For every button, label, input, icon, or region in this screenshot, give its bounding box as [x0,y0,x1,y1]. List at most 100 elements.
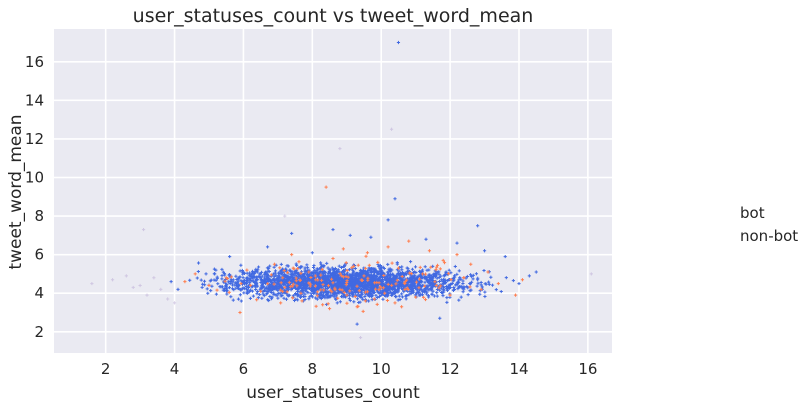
non-bot-cluster-point [312,263,316,268]
bot-point [365,251,370,255]
bot-cluster-point [314,304,318,308]
faint-point [166,297,170,301]
non-bot-cluster-point [375,295,379,300]
non-bot-cluster-point [330,285,334,289]
non-bot-cluster-point [349,290,354,294]
non-bot-cluster-point [237,283,241,288]
non-bot-cluster-point [356,290,361,295]
non-bot-cluster-point [223,273,227,277]
non-bot-cluster-point [423,265,427,269]
non-bot-cluster-point [226,280,231,284]
non-bot-cluster-point [323,274,328,278]
non-bot-cluster-point [237,286,241,291]
non-bot-cluster-point [395,261,399,265]
non-bot-cluster-point [422,288,426,292]
non-bot-cluster-point [324,289,328,293]
non-bot-cluster-point [471,277,475,281]
non-bot-point [265,245,270,249]
non-bot-cluster-point [312,289,316,294]
non-bot-cluster-point [413,265,418,269]
non-bot-cluster-point [438,288,442,292]
bot-point [338,287,342,291]
non-bot-cluster-point [300,286,304,291]
non-bot-cluster-point [311,295,315,299]
non-bot-cluster-point [230,287,235,291]
non-bot-cluster-point [399,280,403,284]
non-bot-cluster-point [312,282,317,286]
non-bot-cluster-point [188,278,192,282]
bot-cluster-point [295,284,299,288]
non-bot-cluster-point [416,274,420,279]
non-bot-cluster-point [350,268,354,272]
non-bot-cluster-point [302,283,306,287]
non-bot-cluster-point [213,272,217,276]
bot-point [324,185,328,189]
non-bot-point [369,235,373,239]
non-bot-cluster-point [314,296,318,300]
non-bot-cluster-point [296,298,300,302]
bot-cluster-point [328,288,333,292]
non-bot-cluster-point [407,279,411,283]
non-bot-cluster-point [253,279,258,283]
non-bot-cluster-point [368,282,372,286]
bot-cluster-point [406,287,410,292]
non-bot-cluster-point [452,287,457,292]
non-bot-cluster-point [380,268,384,272]
bot-cluster-point [344,261,348,265]
non-bot-cluster-point [436,270,440,274]
faint-point [159,287,163,291]
non-bot-cluster-point [325,261,329,265]
non-bot-cluster-point [432,272,436,276]
non-bot-cluster-point [284,274,288,278]
non-bot-cluster-point [461,290,465,294]
bot-cluster-point [449,278,453,282]
non-bot-cluster-point [412,282,416,286]
non-bot-cluster-point [246,279,250,283]
non-bot-cluster-point [459,295,463,299]
non-bot-cluster-point [358,268,363,272]
non-bot-cluster-point [279,269,283,273]
bot-point [245,268,249,272]
bot-cluster-point [390,283,394,287]
non-bot-cluster-point [362,285,366,289]
non-bot-cluster-point [416,284,420,288]
bot-cluster-point [394,282,398,286]
non-bot-cluster-point [379,272,383,276]
non-bot-cluster-point [251,294,255,298]
non-bot-cluster-point [435,291,439,295]
non-bot-cluster-point [466,293,470,297]
non-bot-cluster-point [330,271,335,275]
bot-cluster-point [289,285,293,289]
non-bot-cluster-point [206,291,210,295]
bot-point [434,283,438,288]
non-bot-cluster-point [457,269,461,273]
non-bot-cluster-point [315,292,319,296]
bot-cluster-point [239,281,243,286]
non-bot-cluster-point [388,273,393,277]
non-bot-cluster-point [459,277,463,281]
non-bot-cluster-point [413,284,417,288]
non-bot-cluster-point [355,271,359,276]
non-bot-cluster-point [499,289,503,294]
faint-point [141,227,146,232]
non-bot-cluster-point [290,272,294,276]
non-bot-point [393,197,397,201]
non-bot-cluster-point [457,280,461,285]
x-tick-label: 14 [509,360,528,378]
non-bot-cluster-point [271,277,276,281]
bot-cluster-point [378,285,382,289]
non-bot-cluster-point [265,272,269,277]
non-bot-cluster-point [393,288,398,292]
non-bot-cluster-point [437,275,441,280]
non-bot-cluster-point [317,280,321,284]
non-bot-cluster-point [294,269,298,273]
bot-cluster-point [423,272,428,276]
non-bot-cluster-point [400,292,404,296]
non-bot-point [290,231,294,236]
non-bot-cluster-point [292,280,296,284]
non-bot-cluster-point [309,291,313,295]
non-bot-cluster-point [298,282,302,287]
x-tick-label: 8 [308,360,318,378]
non-bot-cluster-point [303,294,307,299]
non-bot-cluster-point [341,280,345,284]
